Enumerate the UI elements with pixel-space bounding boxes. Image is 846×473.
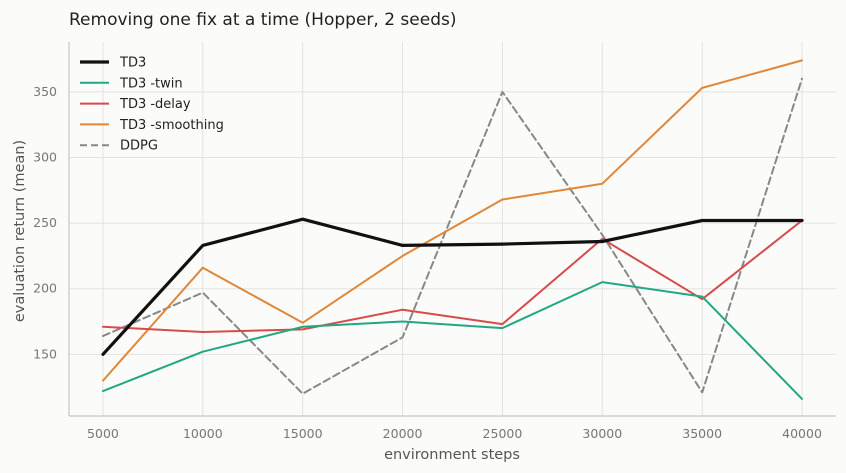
series-line-ddpg (102, 77, 803, 395)
series-line-td3-twin (102, 281, 803, 400)
x-tick-label: 15000 (283, 426, 323, 441)
y-tick-label: 250 (33, 215, 57, 230)
axes: 5000 10000 15000 20000 25000 30000 35000 40000 1… (33, 42, 836, 441)
x-tick-label: 35000 (682, 426, 722, 441)
y-tick-label: 300 (33, 149, 57, 164)
legend-label: TD3 -twin (119, 76, 183, 91)
x-tick-label: 40000 (782, 426, 822, 441)
x-tick-label: 10000 (183, 426, 223, 441)
x-tick-label: 20000 (383, 426, 423, 441)
series-line-td3-smoothing (102, 59, 803, 382)
x-tick-label: 25000 (483, 426, 523, 441)
series-line-td3-delay (102, 219, 803, 333)
y-tick-label: 150 (33, 346, 57, 361)
legend: TD3 TD3 -twin TD3 -delay TD3 -smoothing DDPG (80, 56, 224, 154)
x-tick-label: 30000 (582, 426, 622, 441)
y-tick-label: 200 (33, 281, 57, 296)
legend-label: DDPG (120, 139, 158, 154)
x-axis-label: environment steps (384, 447, 520, 463)
series-lines (101, 59, 804, 400)
y-tick-label: 350 (33, 84, 57, 99)
legend-label: TD3 -smoothing (119, 118, 224, 133)
x-tick-label: 5000 (87, 426, 119, 441)
chart-title: Removing one fix at a time (Hopper, 2 se… (69, 10, 456, 30)
legend-label: TD3 -delay (119, 97, 191, 112)
y-axis-label: evaluation return (mean) (12, 140, 28, 322)
series-line-td3 (101, 217, 804, 356)
grid (69, 42, 836, 416)
legend-label: TD3 (119, 56, 146, 71)
